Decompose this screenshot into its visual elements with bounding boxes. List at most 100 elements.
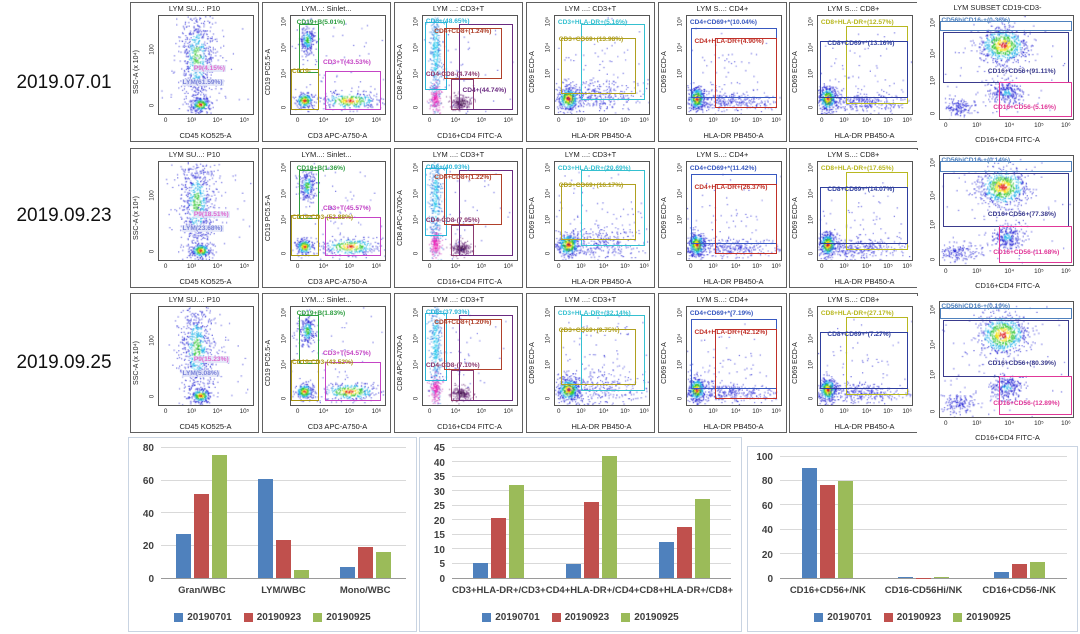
x-tick: 10⁵ [344, 263, 355, 270]
legend-label: 20190701 [827, 612, 872, 623]
gate-label: CD19+B(1.83%) [296, 309, 346, 317]
x-axis-ticks: 0 10³ 10⁴ 10⁵ 10⁶ [554, 408, 650, 416]
gate-rect [940, 21, 1072, 32]
gate-label: CD8+(37.93%) [425, 308, 470, 316]
x-tick: 10⁶ [639, 117, 650, 124]
gate-label: CD4+CD69+*(7.19%) [689, 309, 754, 317]
scatter-plot-area: CD8+(40.93%) CD4+CD8+(1.22%) CD4-CD8-(7.95… [422, 161, 518, 261]
x-axis-label: CD16+CD4 FITC-A [975, 433, 1040, 442]
x-tick: 0 [943, 420, 948, 427]
y-axis-label: CD8 APC-A700-A [397, 335, 404, 391]
y-tick-label: 15 [433, 530, 445, 542]
x-axis-label: HLA-DR PB450-A [834, 422, 895, 431]
y-axis-ticks: 0 100 [146, 306, 158, 406]
x-tick: 10⁶ [639, 408, 650, 415]
y-axis-ticks: 0 10³ 10⁴ 10⁵ [542, 15, 554, 115]
x-tick: 10⁵ [476, 263, 487, 270]
scatter-canvas [555, 162, 649, 260]
y-axis-label: CD69 ECD-A [661, 197, 668, 239]
bar-20190925-mono-wbc [375, 552, 391, 578]
legend-item: 20190925 [621, 612, 679, 623]
flow-plot: LYM S...: CD8+ CD69 ECD-A CD8+HLA-DR+(17.6… [789, 148, 918, 288]
y-axis-ticks: 0 10³ 10⁴ 10⁵ [674, 306, 686, 406]
gate-rect [298, 169, 320, 219]
y-tick: 10⁴ [676, 42, 684, 53]
y-tick: 10⁴ [412, 359, 420, 370]
x-axis-label: CD16+CD4 FITC-A [437, 277, 502, 286]
x-tick: 10⁵ [476, 117, 487, 124]
gate-rect [581, 169, 646, 247]
scatter-plot-area: P9(18.51%) LYM(23.68%) [158, 161, 254, 261]
x-tick: 10⁵ [1034, 420, 1044, 427]
x-tick: 10⁵ [620, 408, 630, 415]
y-tick: 10⁶ [280, 307, 288, 318]
y-axis-ticks: 0 10³ 10⁴ 10⁵ [674, 15, 686, 115]
gate-rect [424, 167, 448, 237]
x-axis-label: HLA-DR PB450-A [834, 277, 895, 286]
x-tick: 10⁴ [599, 263, 609, 270]
bar-20190701-lym-wbc [257, 478, 273, 578]
plot-title: LYM SUBSET CD19-CD3- [953, 3, 1042, 12]
x-tick: 10⁶ [1061, 420, 1071, 427]
gate-label: CD56hiCD16-+(0.19%) [941, 303, 1011, 311]
gate-rect [998, 375, 1072, 415]
y-tick: 0 [929, 409, 937, 413]
x-tick: 10⁵ [239, 263, 250, 270]
flow-plot: LYM ...: CD3+T CD69 ECD-A CD3+HLA-DR+(20.6… [526, 148, 655, 288]
gate-label: CD16+CD56+(77.38%) [987, 210, 1057, 218]
x-tick: 10⁶ [771, 263, 782, 270]
scatter-plot-area: CD4+CD69+*(7.19%) CD4+HLA-DR+(42.12%) [686, 306, 782, 406]
date-label: 2019.07.01 [16, 72, 112, 93]
y-tick: 0 [280, 396, 288, 401]
date-label: 2019.09.25 [16, 352, 112, 373]
x-axis-label: HLA-DR PB450-A [834, 131, 895, 140]
gate-label: CD19-CD3-(43.52%) [291, 358, 354, 366]
y-axis-ticks: 0 10³ 10⁴ 10⁶ [927, 155, 939, 266]
x-tick: 10³ [972, 122, 982, 129]
gate-label: CD16+CD56+(91.11%) [987, 67, 1056, 75]
x-tick: 10⁴ [450, 408, 461, 415]
date-label: 2019.09.23 [16, 205, 112, 226]
x-tick: 10⁴ [731, 263, 741, 270]
x-tick: 0 [163, 117, 168, 124]
y-tick-label: 0 [439, 574, 445, 585]
gate-rect [998, 225, 1072, 263]
y-tick: 10⁶ [929, 157, 937, 168]
legend-swatch [243, 613, 253, 622]
gate-rect [443, 27, 502, 79]
gate-rect [998, 81, 1072, 117]
x-axis-ticks: 0 10⁴ 10⁵ 10⁶ [290, 117, 386, 125]
bar-group [161, 448, 243, 578]
plot-title: LYM S...: CD8+ [827, 4, 880, 13]
x-tick: 10⁴ [212, 263, 223, 270]
plot-title: LYM ...: CD3+T [564, 4, 617, 13]
x-tick: 10⁵ [476, 408, 487, 415]
y-axis-label: CD8 APC-A700-A [397, 190, 404, 246]
flow-plot: LYM S...: CD4+ CD69 ECD-A CD4+CD69+*(7.19%… [658, 293, 787, 433]
y-tick-label: 0 [767, 574, 773, 585]
y-axis-label: SSC-A (x 10⁴) [133, 196, 140, 240]
x-tick: 10⁶ [371, 263, 382, 270]
x-tick: 10³ [839, 408, 849, 415]
x-tick: 10⁶ [639, 263, 650, 270]
x-tick: 10⁴ [1004, 420, 1015, 427]
scatter-plot-area: CD56hiCD16-+(0.14%) CD16+CD56+(77.38%) CD1… [939, 155, 1074, 266]
y-tick: 10⁵ [676, 16, 684, 27]
nk-flow-plot: CD56hiCD16-+(0.14%) CD16+CD56+(77.38%) CD1… [917, 150, 1078, 294]
x-tick: 10⁴ [450, 263, 461, 270]
x-tick: 0 [295, 263, 300, 270]
y-tick: 0 [929, 257, 937, 261]
x-tick: 10⁶ [371, 117, 382, 124]
x-axis-ticks: 0 10³ 10⁴ 10⁵ 10⁶ [686, 263, 782, 271]
y-tick-label: 80 [142, 443, 154, 454]
gate-label: CD16+CD56+(80.39%) [987, 359, 1057, 367]
gate-rect [458, 169, 514, 257]
y-tick: 10³ [544, 214, 552, 225]
gate-label: CD4+CD69+*(11.42%) [689, 164, 757, 172]
x-tick: 10⁴ [1004, 122, 1015, 129]
legend-item: 20190925 [953, 612, 1011, 623]
x-tick: 10⁴ [318, 117, 329, 124]
legend-item: 20190923 [243, 612, 301, 623]
x-tick: 0 [295, 408, 300, 415]
y-axis-label: CD69 ECD-A [529, 51, 536, 93]
